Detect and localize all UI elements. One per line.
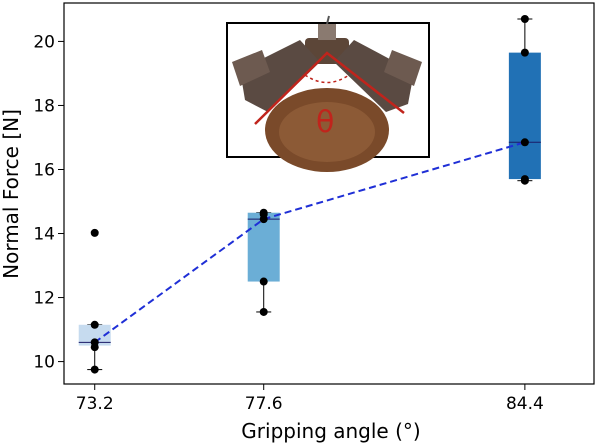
data-point bbox=[520, 15, 529, 24]
y-tick-label: 10 bbox=[33, 353, 55, 373]
data-point bbox=[520, 48, 529, 57]
x-tick-label: 84.4 bbox=[506, 394, 544, 414]
y-axis: 10 12 14 16 18 20 bbox=[33, 32, 64, 373]
plot-frame bbox=[63, 2, 595, 385]
inset-left-finger bbox=[240, 40, 320, 112]
data-point bbox=[90, 320, 99, 329]
inset-theta-label: θ bbox=[316, 105, 334, 140]
mean-trend-path bbox=[94, 141, 526, 344]
data-point bbox=[259, 208, 268, 217]
inset-angle-lines bbox=[254, 51, 405, 125]
inset-gripper-top bbox=[318, 24, 336, 40]
y-tick-label: 16 bbox=[33, 160, 55, 180]
y-tick-label: 14 bbox=[33, 225, 55, 245]
data-points bbox=[90, 15, 529, 374]
y-axis-label: Normal Force [N] bbox=[0, 109, 23, 279]
y-tick-label: 20 bbox=[33, 32, 55, 52]
inset-right-finger bbox=[334, 40, 414, 112]
box-84.4 bbox=[508, 52, 541, 180]
data-point bbox=[520, 138, 529, 147]
box-73.2 bbox=[78, 324, 111, 346]
data-point bbox=[90, 228, 99, 237]
x-axis: 73.2 77.6 84.4 bbox=[76, 384, 544, 414]
data-point bbox=[90, 338, 99, 347]
data-point bbox=[90, 365, 99, 374]
y-tick-label: 12 bbox=[33, 289, 55, 309]
y-tick-label: 18 bbox=[33, 96, 55, 116]
mean-trend-line bbox=[94, 141, 526, 344]
inset-left-finger-pad bbox=[232, 50, 270, 86]
x-tick-label: 77.6 bbox=[245, 394, 283, 414]
box-groups bbox=[78, 18, 541, 371]
data-point bbox=[259, 277, 268, 286]
gripper-inset-image: θ bbox=[226, 15, 430, 172]
inset-angle-arc bbox=[304, 74, 350, 84]
inset-right-finger-pad bbox=[384, 50, 422, 86]
x-axis-label: Gripping angle (°) bbox=[241, 419, 420, 443]
inset-gripper-hub bbox=[305, 38, 349, 64]
x-tick-label: 73.2 bbox=[76, 394, 114, 414]
inset-log-highlight bbox=[279, 102, 375, 162]
data-point bbox=[520, 175, 529, 184]
inset-cable bbox=[326, 15, 330, 25]
box-77.6 bbox=[247, 212, 280, 282]
data-point bbox=[259, 307, 268, 316]
